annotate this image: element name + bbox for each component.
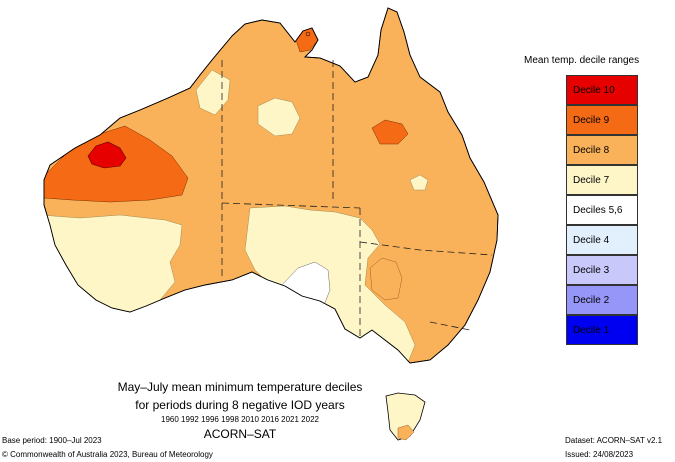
region-decile-8-nsw — [369, 257, 403, 301]
region-decile-9-top — [295, 26, 319, 53]
legend-swatch: Decile 1 — [566, 315, 638, 345]
legend-item: Decile 7 — [566, 165, 666, 195]
legend-item: Decile 1 — [566, 315, 666, 345]
coastline — [43, 7, 499, 364]
copyright: © Commonwealth of Australia 2023, Bureau… — [2, 450, 213, 459]
title-years: 1960 1992 1996 1998 2010 2016 2021 2022 — [161, 415, 319, 424]
region-decile-10 — [87, 141, 127, 169]
australia-decile-map — [43, 7, 499, 441]
title-line-1: May–July mean minimum temperature decile… — [117, 380, 363, 394]
legend-swatch: Decile 7 — [566, 165, 638, 195]
region-decile-7-north — [195, 69, 231, 116]
state-borders — [221, 60, 493, 338]
legend-swatch: Decile 3 — [566, 255, 638, 285]
legend-label: Decile 8 — [573, 145, 610, 156]
region-decile-9-qld — [371, 119, 409, 145]
region-decile-7-centre — [257, 97, 301, 137]
legend-item: Decile 10 — [566, 75, 666, 105]
legend-item: Decile 4 — [566, 225, 666, 255]
legend-item: Decile 3 — [566, 255, 666, 285]
legend-item: Deciles 5,6 — [566, 195, 666, 225]
legend-swatch: Decile 10 — [566, 75, 638, 105]
legend-label: Decile 4 — [573, 235, 610, 246]
legend-label: Decile 3 — [573, 265, 610, 276]
footer-left: Base period: 1900–Jul 2023 © Commonwealt… — [2, 434, 213, 462]
island — [305, 31, 311, 37]
footer-right: Dataset: ACORN–SAT v2.1 Issued: 24/08/20… — [565, 434, 662, 462]
legend-swatch: Decile 8 — [566, 135, 638, 165]
map-title: May–July mean minimum temperature decile… — [60, 378, 420, 443]
legend-item: Decile 9 — [566, 105, 666, 135]
issued-date: Issued: 24/08/2023 — [565, 450, 634, 459]
title-line-2: for periods during 8 negative IOD years — [135, 398, 345, 412]
legend-swatch: Decile 4 — [566, 225, 638, 255]
legend-label: Deciles 5,6 — [573, 205, 623, 216]
legend-label: Decile 9 — [573, 115, 610, 126]
dataset-label: Dataset: ACORN–SAT v2.1 — [565, 436, 663, 445]
region-decile-7-qld — [409, 174, 429, 191]
legend-swatch: Decile 9 — [566, 105, 638, 135]
legend: Decile 10 Decile 9 Decile 8 Decile 7 Deciles… — [566, 75, 666, 355]
legend-swatch: Deciles 5,6 — [566, 195, 638, 225]
tasmania-decile-8 — [397, 424, 415, 441]
base-period: Base period: 1900–Jul 2023 — [2, 436, 102, 445]
tasmania — [385, 392, 426, 441]
legend-label: Decile 1 — [573, 325, 610, 336]
legend-item: Decile 2 — [566, 285, 666, 315]
legend-label: Decile 2 — [573, 295, 610, 306]
title-dataset: ACORN–SAT — [203, 427, 277, 441]
legend-title: Mean temp. decile ranges — [524, 55, 640, 66]
legend-label: Decile 7 — [573, 175, 610, 186]
legend-label: Decile 10 — [573, 85, 615, 96]
legend-item: Decile 8 — [566, 135, 666, 165]
region-decile-4 — [291, 299, 307, 315]
legend-swatch: Decile 2 — [566, 285, 638, 315]
